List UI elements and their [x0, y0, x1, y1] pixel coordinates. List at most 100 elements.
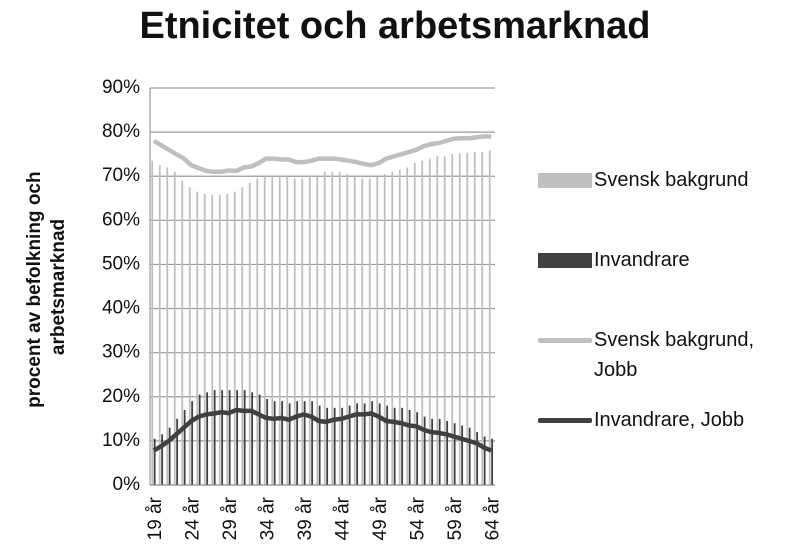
bar: [491, 438, 494, 485]
bar: [188, 187, 191, 485]
x-tick-label: 19 år: [145, 496, 166, 540]
bar: [378, 403, 381, 485]
bar: [263, 176, 266, 485]
bar: [311, 401, 314, 485]
line: [152, 134, 492, 175]
bar: [211, 194, 214, 485]
bar: [326, 407, 329, 485]
bar: [473, 151, 476, 485]
bar: [393, 407, 396, 485]
bar: [341, 407, 344, 485]
bar: [288, 403, 291, 485]
x-tick-label: 34 år: [257, 496, 278, 540]
bar: [318, 405, 321, 485]
legend-item: Invandrare, Jobb: [536, 405, 794, 435]
bar: [221, 390, 224, 485]
bar: [151, 160, 154, 486]
bar: [376, 176, 379, 485]
bar: [266, 398, 269, 485]
legend-symbol: [536, 405, 594, 435]
bar: [196, 191, 199, 485]
bar: [436, 156, 439, 485]
bar: [421, 160, 424, 486]
bar: [413, 162, 416, 485]
y-tick-label: 30%: [102, 342, 140, 363]
bar: [468, 427, 471, 485]
bar: [408, 410, 411, 485]
y-tick-label: 60%: [102, 209, 140, 230]
x-tick-label: 54 år: [407, 496, 428, 540]
legend-item: Invandrare: [536, 245, 794, 275]
bar: [213, 390, 216, 485]
bar: [168, 427, 171, 485]
bar: [278, 176, 281, 485]
legend-swatch: [538, 418, 592, 423]
x-tick-label: 64 år: [482, 496, 503, 540]
bar: [273, 401, 276, 485]
y-tick-label: 0%: [113, 474, 141, 495]
bar: [391, 171, 394, 486]
bar: [451, 154, 454, 485]
bar: [476, 432, 479, 485]
legend-item: Svensk bakgrund, Jobb: [536, 325, 794, 385]
bar: [226, 193, 229, 485]
y-axis-label-line: procent av befolkning och: [24, 171, 45, 407]
bar: [203, 193, 206, 485]
bar: [301, 178, 304, 485]
bar: [483, 436, 486, 485]
y-tick-label: 20%: [102, 386, 140, 407]
bar: [423, 416, 426, 485]
bar: [346, 174, 349, 485]
legend-symbol: [536, 325, 594, 355]
legend-label: Invandrare: [594, 249, 690, 271]
bar: [241, 187, 244, 485]
bar: [161, 434, 164, 485]
y-axis-label: procent av befolkning och arbetsmarknad: [24, 166, 69, 408]
bar: [488, 150, 491, 486]
bar: [173, 171, 176, 486]
bar: [398, 169, 401, 485]
y-tick-label: 80%: [102, 121, 140, 142]
bar: [296, 401, 299, 485]
bar: [386, 405, 389, 485]
legend-symbol: [536, 165, 594, 195]
bar: [198, 394, 201, 485]
line: [152, 407, 493, 453]
bar: [258, 394, 261, 485]
x-tick-label: 44 år: [332, 496, 353, 540]
bar: [406, 167, 409, 485]
legend-label: Invandrare, Jobb: [594, 409, 745, 431]
bar: [166, 167, 169, 485]
bar: [181, 180, 184, 485]
legend-swatch: [538, 173, 592, 188]
bar: [443, 156, 446, 485]
bar: [251, 392, 254, 485]
bar: [323, 171, 326, 486]
bar: [271, 176, 274, 485]
bar: [438, 418, 441, 485]
legend-swatch: [538, 338, 592, 343]
bar: [371, 401, 374, 485]
bar: [431, 418, 434, 485]
bar: [353, 176, 356, 485]
bar: [316, 176, 319, 485]
bar: [248, 182, 251, 486]
x-tick-label: 59 år: [445, 496, 466, 540]
bar: [286, 176, 289, 485]
bar: [153, 438, 156, 485]
legend-item: Svensk bakgrund: [536, 165, 794, 195]
bar: [416, 412, 419, 485]
x-tick-label: 24 år: [182, 496, 203, 540]
bar: [428, 158, 431, 486]
bar: [461, 425, 464, 485]
legend-symbol: [536, 245, 594, 275]
bar: [256, 178, 259, 485]
bar: [158, 165, 161, 485]
y-tick-label: 40%: [102, 298, 140, 319]
bar: [363, 403, 366, 485]
bar: [233, 191, 236, 485]
bar: [243, 390, 246, 485]
x-tick-label: 39 år: [295, 496, 316, 540]
y-tick-label: 10%: [102, 430, 140, 451]
